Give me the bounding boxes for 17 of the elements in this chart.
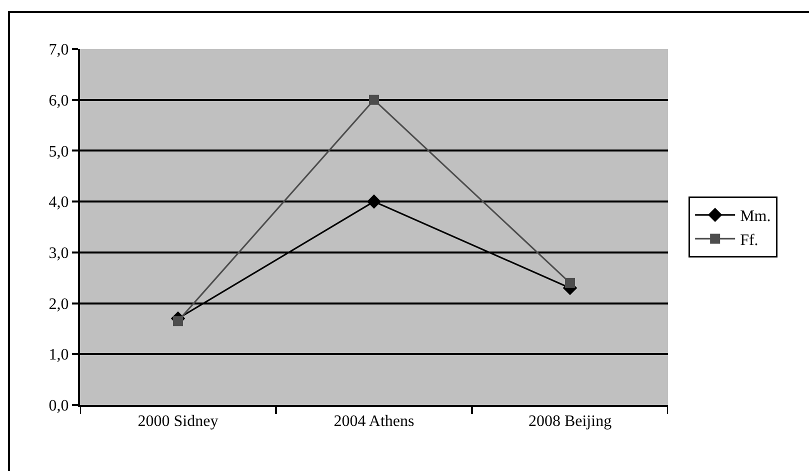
- y-tick-label: 6,0: [48, 92, 69, 110]
- x-tick-label: 2004 Athens: [334, 413, 414, 430]
- y-tick-label: 0,0: [48, 398, 69, 415]
- legend-label: Ff.: [740, 232, 758, 249]
- point: [565, 278, 575, 288]
- y-tick-label: 7,0: [48, 42, 69, 59]
- y-tick-label: 1,0: [48, 346, 69, 364]
- y-tick-label: 5,0: [48, 143, 69, 160]
- legend-label: Mm.: [740, 208, 771, 226]
- x-tick-label: 2008 Beijing: [528, 413, 612, 430]
- y-tick-label: 3,0: [48, 245, 69, 262]
- y-tick-label: 4,0: [48, 194, 69, 212]
- point: [366, 194, 382, 209]
- point: [369, 94, 379, 105]
- x-tick-label: 2000 Sidney: [138, 413, 218, 430]
- y-tick-label: 2,0: [48, 296, 69, 313]
- point: [173, 316, 183, 326]
